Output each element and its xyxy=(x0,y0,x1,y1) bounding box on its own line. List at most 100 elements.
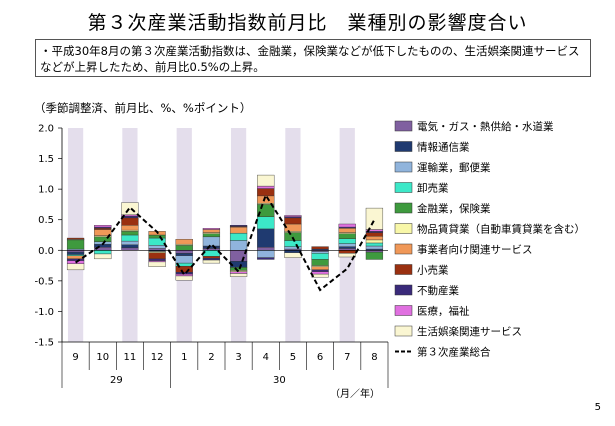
bar-segment xyxy=(175,245,193,251)
bar-segment xyxy=(284,250,302,253)
bar-segment xyxy=(311,259,329,266)
legend-label: 小売業 xyxy=(417,264,449,277)
bar-segment xyxy=(148,234,166,239)
shaded-band xyxy=(67,128,84,342)
bar-segment xyxy=(202,228,221,230)
bar-segment xyxy=(284,223,302,232)
bar-segment xyxy=(66,263,85,271)
y-tick-label: 0.0 xyxy=(38,246,54,257)
bar-segment xyxy=(66,258,85,261)
bar-segment xyxy=(148,258,166,261)
axis-unit-label: （月／年） xyxy=(330,387,380,400)
summary-note: ・平成30年8月の第３次産業活動指数は、金融業，保険業などが低下したものの、生活… xyxy=(35,39,591,77)
bar-segment xyxy=(175,273,193,277)
bar-segment xyxy=(202,256,221,259)
bar-segment xyxy=(121,244,139,249)
bar-segment xyxy=(311,253,329,260)
bar-segment xyxy=(311,266,329,271)
bar-segment xyxy=(175,250,193,254)
x-tick-label: 9 xyxy=(72,352,78,363)
bar-segment xyxy=(202,236,221,247)
bar-segment xyxy=(202,233,221,238)
legend-swatch xyxy=(394,305,413,316)
year-label: 29 xyxy=(110,375,123,386)
x-tick-label: 2 xyxy=(208,352,214,363)
shaded-band xyxy=(176,128,192,342)
year-label: 30 xyxy=(273,375,286,386)
x-tick-label: 12 xyxy=(151,352,164,363)
bar-segment xyxy=(121,231,139,236)
x-tick-label: 3 xyxy=(235,352,241,363)
total-line-layer xyxy=(75,192,376,292)
legend-label: 運輸業，郵便業 xyxy=(417,161,491,174)
y-tick-label: 1.5 xyxy=(38,154,54,165)
bar-segment xyxy=(284,252,302,258)
bar-segment xyxy=(257,188,275,197)
bar-segment xyxy=(365,239,384,244)
bar-segment xyxy=(121,217,139,226)
bar-segment xyxy=(121,225,139,231)
bar-segment xyxy=(94,225,112,228)
bar-segment xyxy=(365,245,384,250)
legend-swatch xyxy=(394,161,413,173)
legend-label: 医療，福祉 xyxy=(417,305,470,318)
bar-segment xyxy=(338,223,356,228)
legend-swatch xyxy=(394,202,413,214)
bar-segment xyxy=(229,232,248,241)
legend-label: 不動産業 xyxy=(417,284,459,297)
bar-segment xyxy=(202,229,221,233)
x-tick-label: 1 xyxy=(181,352,187,363)
bar-segment xyxy=(202,258,221,261)
bar-segment xyxy=(121,202,139,216)
bar-segment xyxy=(365,236,384,241)
x-tick-label: 8 xyxy=(371,352,377,363)
bar-segment xyxy=(365,251,384,260)
unit-label: （季節調整済、前月比、%、%ポイント） xyxy=(34,101,252,115)
bars-layer xyxy=(66,174,384,281)
bar-segment xyxy=(284,217,302,225)
bar-segment xyxy=(66,239,85,250)
legend-label: 物品賃貸業（自動車賃貸業を含む） xyxy=(417,223,585,236)
bar-segment xyxy=(229,250,248,262)
bar-segment xyxy=(229,273,248,277)
bar-segment xyxy=(311,251,329,254)
bar-segment xyxy=(148,245,166,249)
bar-segment xyxy=(148,261,166,267)
legend-swatch xyxy=(394,182,413,193)
bar-segment xyxy=(257,228,275,248)
y-tick-label: 1.0 xyxy=(38,185,54,196)
bar-segment xyxy=(338,228,356,233)
bar-segment xyxy=(311,246,329,250)
bar-segment xyxy=(338,238,356,244)
bar-segment xyxy=(66,251,85,255)
bar-segment xyxy=(66,237,85,240)
bar-segment xyxy=(202,259,221,264)
bar-segment xyxy=(229,271,248,274)
legend-label: 第３次産業総合 xyxy=(417,346,491,359)
bar-segment xyxy=(365,232,384,237)
x-tick-label: 5 xyxy=(290,352,296,363)
bar-segment xyxy=(338,243,356,247)
legend-swatch xyxy=(394,141,413,152)
bar-segment xyxy=(284,240,302,247)
bar-segment xyxy=(311,273,329,278)
legend-swatch xyxy=(394,325,413,337)
legend-swatch xyxy=(394,264,413,275)
bar-segment xyxy=(229,240,248,251)
x-tick-label: 6 xyxy=(317,352,323,363)
y-tick-label: -1.5 xyxy=(34,338,54,349)
legend-label: 電気・ガス・熱供給・水道業 xyxy=(417,120,554,133)
y-tick-label: -1.0 xyxy=(34,307,54,318)
bar-segment xyxy=(202,250,221,257)
legend-label: 生活娯楽関連サービス xyxy=(417,325,522,338)
bar-segment xyxy=(338,253,356,258)
bar-segment xyxy=(229,225,248,227)
bar-segment xyxy=(257,257,275,260)
page-title: 第３次産業活動指数前月比 業種別の影響度合い xyxy=(87,12,528,34)
bar-segment xyxy=(257,247,275,251)
legend-label: 金融業，保険業 xyxy=(417,202,491,215)
page-number: 5 xyxy=(594,402,601,413)
bar-segment xyxy=(284,215,302,217)
x-tick-label: 4 xyxy=(263,352,269,363)
bar-segment xyxy=(175,253,193,256)
